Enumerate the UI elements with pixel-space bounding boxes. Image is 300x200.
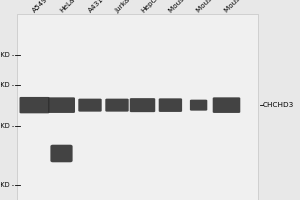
Text: CHCHD3: CHCHD3: [263, 102, 294, 108]
FancyBboxPatch shape: [213, 97, 240, 113]
Text: Mouse heart: Mouse heart: [224, 0, 260, 14]
Text: HeLa: HeLa: [59, 0, 76, 14]
Text: Mouse kidney: Mouse kidney: [168, 0, 207, 14]
Text: 25KD -: 25KD -: [0, 123, 14, 129]
Text: 35KD -: 35KD -: [0, 82, 14, 88]
Text: Jurkat: Jurkat: [114, 0, 134, 14]
FancyBboxPatch shape: [78, 99, 102, 112]
Text: A549: A549: [32, 0, 49, 14]
Text: HepG2: HepG2: [140, 0, 162, 14]
Text: 15KD -: 15KD -: [0, 182, 14, 188]
FancyBboxPatch shape: [190, 100, 207, 111]
FancyBboxPatch shape: [130, 98, 155, 112]
FancyBboxPatch shape: [105, 99, 129, 112]
Text: A431: A431: [87, 0, 105, 14]
FancyBboxPatch shape: [20, 97, 50, 113]
FancyBboxPatch shape: [48, 97, 75, 113]
Text: 40KD -: 40KD -: [0, 52, 14, 58]
FancyBboxPatch shape: [50, 145, 73, 162]
Bar: [16, 14, 258, 200]
Text: Mouse liver: Mouse liver: [196, 0, 230, 14]
FancyBboxPatch shape: [159, 98, 182, 112]
